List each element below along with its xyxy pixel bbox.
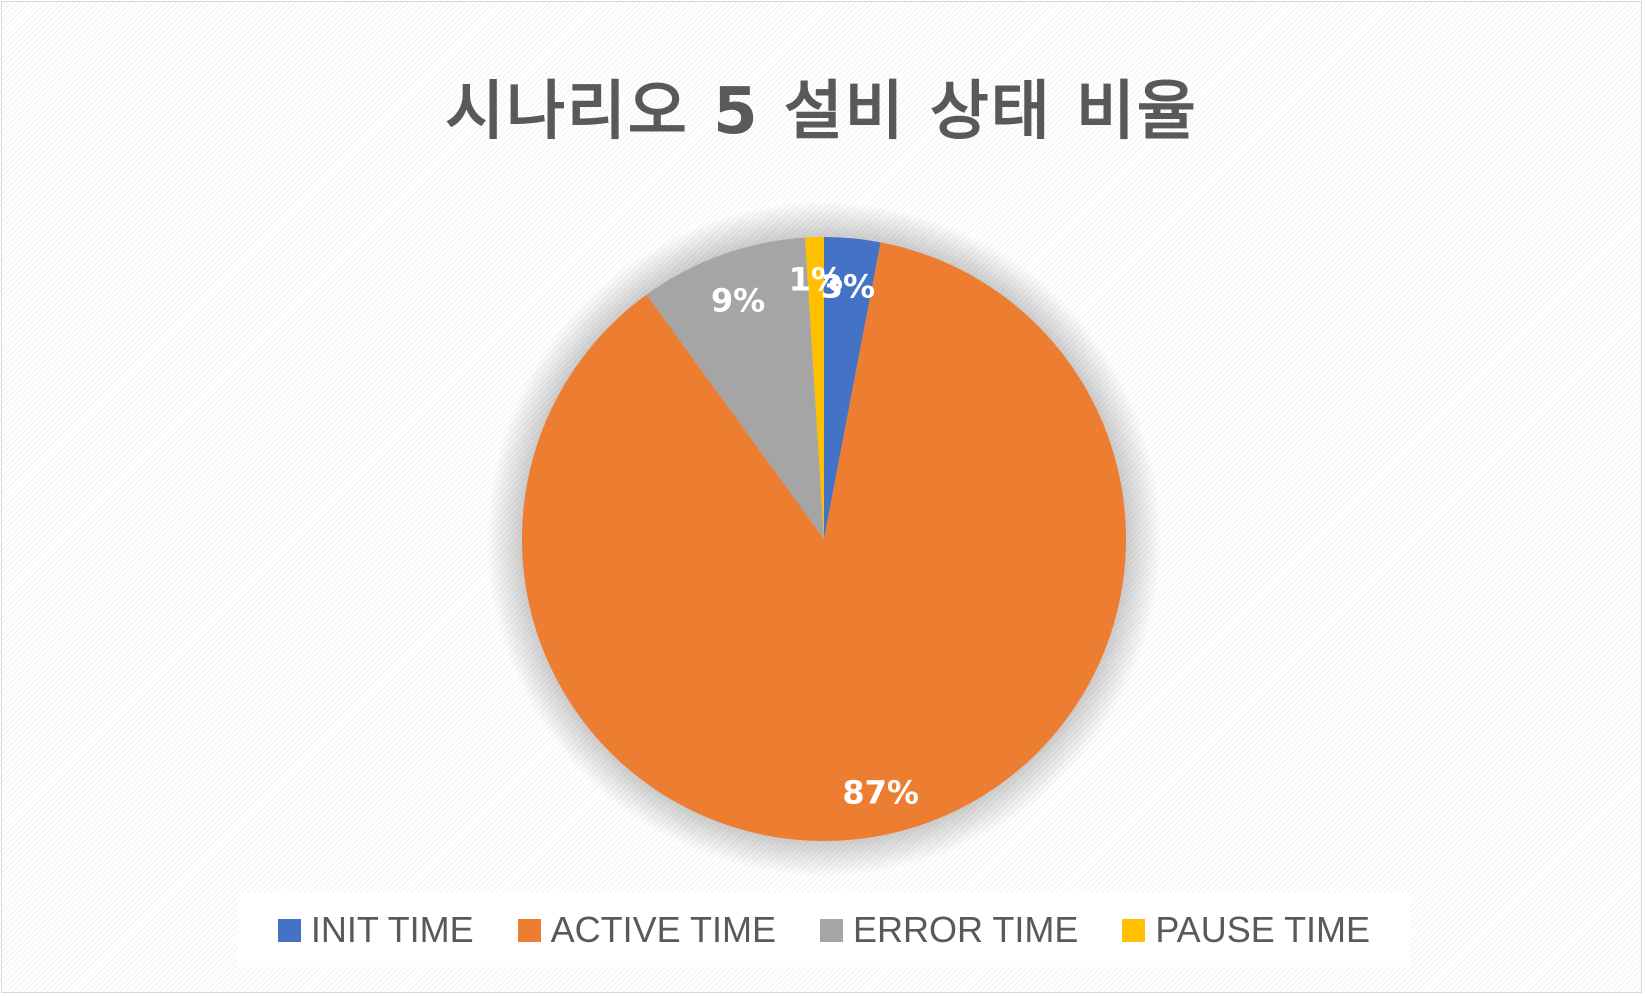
legend-item-pause-time: PAUSE TIME [1122,909,1370,951]
legend-item-init-time: INIT TIME [277,909,474,951]
legend-swatch [1122,918,1146,942]
pie-slice-active-time [521,242,1126,841]
data-label-pause-time: 1% [789,260,843,298]
pie-slice-init-time [824,237,881,539]
legend-label: PAUSE TIME [1155,909,1371,950]
pie-slice-pause-time [805,237,824,539]
legend-swatch [517,918,541,942]
legend-swatch [277,918,301,942]
legend-item-active-time: ACTIVE TIME [517,909,776,951]
data-label-init-time: 3% [821,267,875,305]
data-label-error-time: 9% [711,281,765,319]
legend-swatch [819,918,843,942]
legend: INIT TIME ACTIVE TIME ERROR TIME PAUSE TIME [238,893,1410,967]
pie-slice-error-time [646,237,824,539]
legend-label: ACTIVE TIME [550,909,776,950]
legend-item-error-time: ERROR TIME [819,909,1079,951]
legend-label: ERROR TIME [852,909,1079,950]
chart-title: 시나리오 5 설비 상태 비율 [445,75,1198,149]
data-label-active-time: 87% [842,773,919,811]
legend-label: INIT TIME [310,909,474,950]
